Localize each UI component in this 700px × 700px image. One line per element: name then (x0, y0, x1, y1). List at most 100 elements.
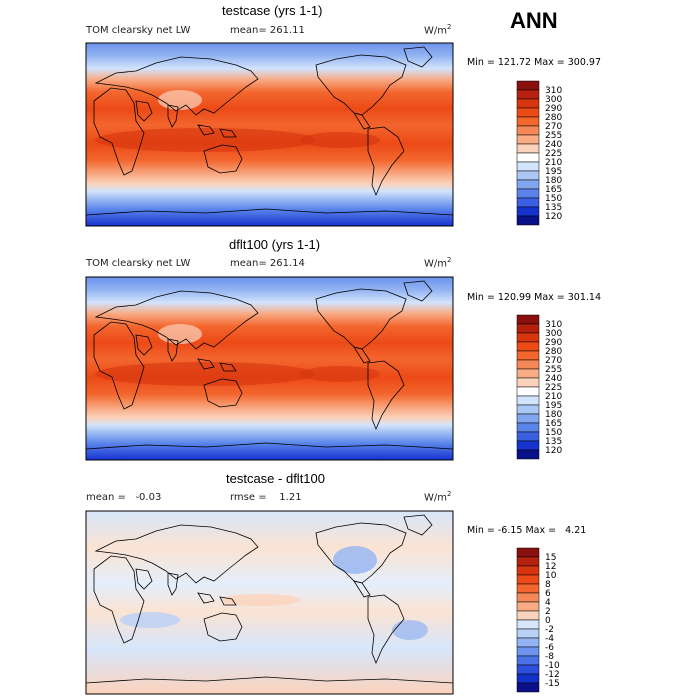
panel2-colorbar-swatch (516, 323, 540, 334)
panel3-colorbar-swatch (516, 628, 540, 639)
panel1-colorbar-tick-label: 280 (545, 113, 562, 123)
panel1-field-label: TOM clearsky net LW (86, 25, 191, 36)
panel2-colorbar-tick-label: 195 (545, 401, 562, 411)
panel3-colorbar-swatch (516, 583, 540, 594)
panel2-colorbar-swatch (516, 449, 540, 460)
panel1-colorbar-swatch (516, 215, 540, 226)
panel3-colorbar-swatch (516, 565, 540, 576)
panel1-colorbar-tick-label: 150 (545, 194, 562, 204)
panel3-map (86, 511, 453, 694)
panel3-colorbar-swatch (516, 646, 540, 657)
panel2-colorbar-tick-label: 255 (545, 365, 562, 375)
panel1-colorbar-swatch (516, 170, 540, 181)
panel2-colorbar-tick-label: 270 (545, 356, 562, 366)
panel1-colorbar-tick-label: 165 (545, 185, 562, 195)
panel2-colorbar-swatch (516, 395, 540, 406)
panel3-colorbar-tick-label: -15 (545, 679, 560, 689)
panel2-colorbar-swatch (516, 341, 540, 352)
panel2-colorbar-tick-label: 280 (545, 347, 562, 357)
panel1-colorbar-tick-label: 180 (545, 176, 562, 186)
panel2-mean-label: mean= 261.14 (230, 258, 305, 269)
panel3-colorbar-swatch (516, 664, 540, 675)
panel3-colorbar-tick-label: 4 (545, 598, 551, 608)
panel1-map (86, 43, 453, 226)
panel3-colorbar-tick-label: 0 (545, 616, 551, 626)
panel2-colorbar-tick-label: 165 (545, 419, 562, 429)
panel1-colorbar-tick-label: 255 (545, 131, 562, 141)
panel2-units: W/m2 (424, 256, 452, 270)
panel1-colorbar-tick-label: 210 (545, 158, 562, 168)
panel1-colorbar-swatch (516, 197, 540, 208)
panel3-colorbar-swatch (516, 592, 540, 603)
panel1-colorbar-tick-label: 240 (545, 140, 562, 150)
panel3-colorbar-tick-label: -2 (545, 625, 554, 635)
panel2-colorbar-swatch (516, 386, 540, 397)
panel1-colorbar-tick-label: 270 (545, 122, 562, 132)
panel2-colorbar-swatch (516, 350, 540, 361)
panel2-map (86, 277, 453, 460)
panel3-colorbar-tick-label: 10 (545, 571, 557, 581)
panel2-colorbar-tick-label: 240 (545, 374, 562, 384)
panel2-colorbar-swatch (516, 332, 540, 343)
panel2-colorbar-swatch (516, 377, 540, 388)
panel1-colorbar-tick-label: 120 (545, 212, 562, 222)
panel2-colorbar-tick-label: 150 (545, 428, 562, 438)
panel2-colorbar-tick-label: 310 (545, 320, 562, 330)
panel2-colorbar-swatch (516, 431, 540, 442)
panel1-colorbar-swatch (516, 179, 540, 190)
panel2-colorbar-swatch (516, 314, 540, 325)
panel2-colorbar-tick-label: 300 (545, 329, 562, 339)
panel2-colorbar-tick-label: 290 (545, 338, 562, 348)
panel1-colorbar-tick-label: 300 (545, 95, 562, 105)
panel3-minmax: Min = -6.15 Max = 4.21 (467, 525, 587, 536)
panel1-colorbar-tick-label: 135 (545, 203, 562, 213)
panel3-colorbar-tick-label: -4 (545, 634, 554, 644)
panel1-colorbar-swatch (516, 152, 540, 163)
panel3-colorbar-tick-label: -8 (545, 652, 554, 662)
panel2-colorbar-swatch (516, 359, 540, 370)
panel2-colorbar-swatch (516, 404, 540, 415)
panel3-colorbar-tick-label: -6 (545, 643, 554, 653)
panel3-mean-label: mean = -0.03 (86, 492, 162, 503)
panel2-colorbar-tick-label: 135 (545, 437, 562, 447)
panel1-colorbar-swatch (516, 143, 540, 154)
panel3-title: testcase - dflt100 (226, 471, 325, 486)
panel3-colorbar-tick-label: 8 (545, 580, 551, 590)
panel1-colorbar-swatch (516, 188, 540, 199)
panel1-colorbar-tick-label: 290 (545, 104, 562, 114)
panel3-colorbar-swatch (516, 601, 540, 612)
panel3-colorbar-swatch (516, 610, 540, 621)
panel3-colorbar-swatch (516, 682, 540, 693)
panel2-colorbar-swatch (516, 413, 540, 424)
panel1-colorbar-swatch (516, 80, 540, 91)
panel1-colorbar-swatch (516, 125, 540, 136)
panel1-colorbar-swatch (516, 116, 540, 127)
panel1-colorbar-tick-label: 225 (545, 149, 562, 159)
panel3-colorbar-swatch (516, 547, 540, 558)
panel1-colorbar: 3103002902802702552402252101951801651501… (516, 80, 562, 226)
panel2-minmax: Min = 120.99 Max = 301.14 (467, 292, 601, 303)
panel1-colorbar-swatch (516, 89, 540, 100)
panel2-field-label: TOM clearsky net LW (86, 258, 191, 269)
panel2-colorbar-swatch (516, 422, 540, 433)
panel1-mean-label: mean= 261.11 (230, 25, 305, 36)
panel1-units: W/m2 (424, 23, 452, 37)
panel3-colorbar-swatch (516, 556, 540, 567)
panel1-minmax: Min = 121.72 Max = 300.97 (467, 57, 601, 68)
panel3-colorbar-tick-label: 6 (545, 589, 551, 599)
panel1-colorbar-swatch (516, 98, 540, 109)
panel1-colorbar-swatch (516, 107, 540, 118)
panel3-colorbar-tick-label: 12 (545, 562, 556, 572)
panel3-colorbar-tick-label: -10 (545, 661, 560, 671)
panel2-title: dflt100 (yrs 1-1) (229, 237, 321, 252)
panel2-colorbar-tick-label: 225 (545, 383, 562, 393)
panel3-colorbar-tick-label: 15 (545, 553, 556, 563)
panel2-colorbar-tick-label: 120 (545, 446, 562, 456)
panel1-colorbar-swatch (516, 134, 540, 145)
panel3-colorbar-swatch (516, 637, 540, 648)
panel3-units: W/m2 (424, 490, 452, 504)
panel3-colorbar-swatch (516, 619, 540, 630)
panel2-colorbar: 3103002902802702552402252101951801651501… (516, 314, 562, 460)
